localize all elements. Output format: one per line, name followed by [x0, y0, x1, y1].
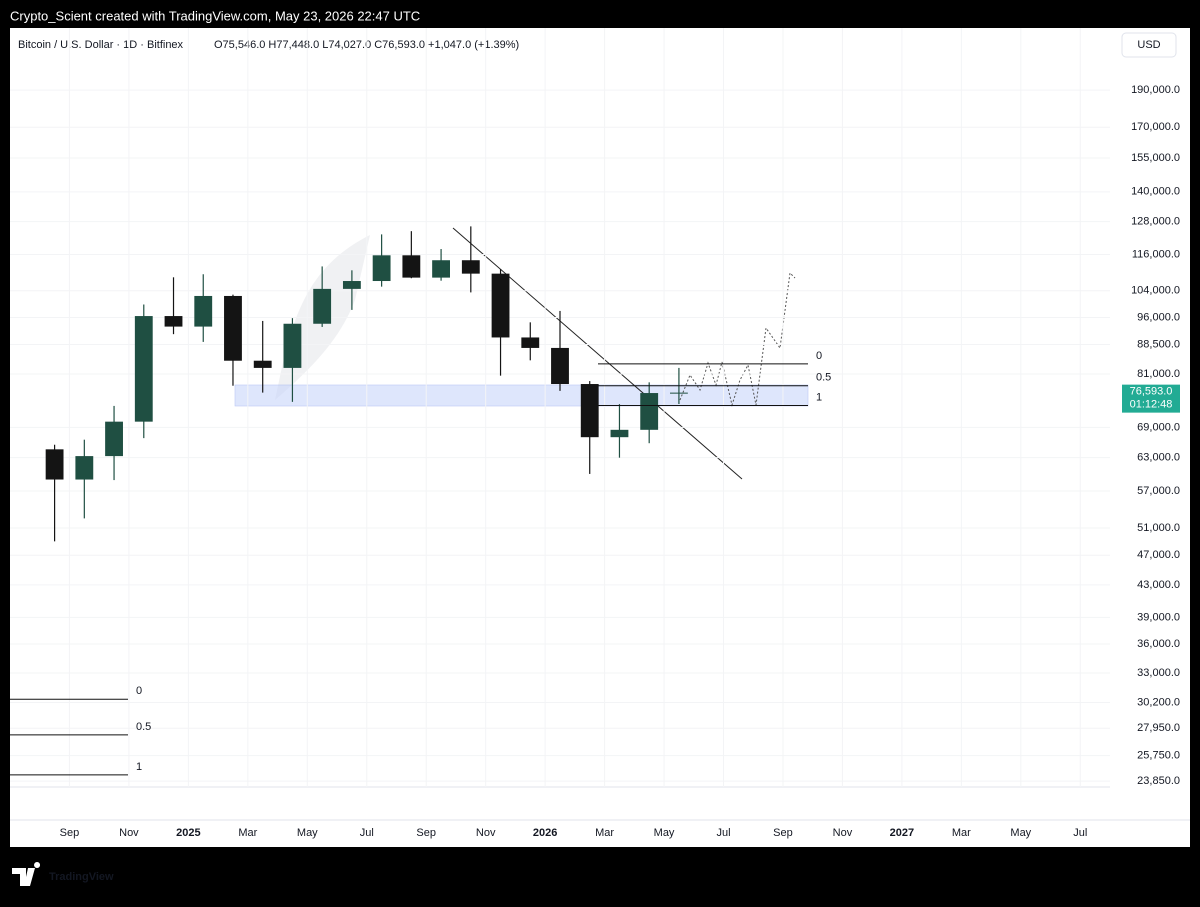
fib-label: 1 [816, 391, 822, 403]
x-tick-label: 2025 [176, 827, 200, 839]
candle-body [521, 337, 540, 348]
x-tick-label: Sep [60, 827, 80, 839]
candle-body [491, 273, 510, 338]
y-tick-label: 43,000.0 [1137, 579, 1180, 591]
last-price-box [1122, 384, 1180, 413]
candle-body [164, 316, 183, 327]
candle-body [313, 288, 332, 324]
x-tick-label: Jul [716, 827, 730, 839]
x-tick-label: Jul [360, 827, 374, 839]
countdown: 01:12:48 [1130, 399, 1173, 411]
y-tick-label: 81,000.0 [1137, 368, 1180, 380]
x-tick-label: Mar [952, 827, 971, 839]
y-tick-label: 27,950.0 [1137, 722, 1180, 734]
y-tick-label: 23,850.0 [1137, 775, 1180, 787]
y-tick-label: 36,000.0 [1137, 638, 1180, 650]
x-tick-label: Nov [476, 827, 496, 839]
last-price-label: 76,593.0 [1130, 386, 1173, 398]
y-tick-label: 104,000.0 [1131, 285, 1180, 297]
candle-body [461, 260, 480, 274]
credit: Crypto_Scient created with TradingView.c… [10, 8, 420, 23]
currency: USD [1137, 39, 1160, 51]
y-tick-label: 63,000.0 [1137, 452, 1180, 464]
candle-body [342, 281, 361, 289]
fib-label: 1 [136, 761, 142, 773]
x-tick-label: May [297, 827, 318, 839]
candle-body [372, 255, 391, 282]
symbol: Bitcoin / U.S. Dollar · 1D · Bitfinex [18, 39, 184, 51]
x-tick-label: 2026 [533, 827, 557, 839]
x-tick-label: Mar [238, 827, 257, 839]
y-tick-label: 96,000.0 [1137, 311, 1180, 323]
candle-body [194, 295, 213, 327]
candle-body [580, 384, 599, 438]
x-tick-label: Mar [595, 827, 614, 839]
support-zone [234, 384, 809, 407]
y-tick-label: 88,500.0 [1137, 338, 1180, 350]
candle-body [253, 360, 272, 368]
y-tick-label: 33,000.0 [1137, 667, 1180, 679]
y-tick-label: 30,200.0 [1137, 696, 1180, 708]
brand-logo [12, 862, 41, 886]
y-tick-label: 170,000.0 [1131, 121, 1180, 133]
chart-panel [10, 28, 1190, 847]
y-tick-label: 116,000.0 [1132, 248, 1180, 260]
candle-body [105, 421, 123, 457]
y-tick-label: 25,750.0 [1137, 749, 1180, 761]
fib-label: 0 [816, 350, 822, 362]
y-tick-label: 51,000.0 [1137, 522, 1180, 534]
y-tick-label: 190,000.0 [1131, 84, 1180, 96]
candle-body [283, 323, 302, 368]
fib-label: 0.5 [816, 372, 831, 384]
x-tick-label: Jul [1073, 827, 1087, 839]
x-tick-label: May [1010, 827, 1031, 839]
fib-label: 0 [136, 685, 142, 697]
x-tick-label: Nov [119, 827, 139, 839]
x-tick-label: May [654, 827, 675, 839]
candle-body [670, 392, 688, 394]
candle-body [551, 347, 569, 385]
y-tick-label: 57,000.0 [1137, 485, 1180, 497]
y-tick-label: 155,000.0 [1131, 152, 1180, 164]
candle-body [75, 456, 94, 480]
y-tick-label: 47,000.0 [1137, 549, 1180, 561]
candle-body [45, 449, 64, 480]
candle-body [432, 260, 450, 278]
fib-label: 0.5 [136, 721, 151, 733]
x-tick-label: Sep [416, 827, 436, 839]
y-tick-label: 140,000.0 [1131, 186, 1180, 198]
x-tick-label: Sep [773, 827, 793, 839]
candle-body [134, 316, 153, 422]
candle-body [224, 295, 242, 361]
candle-body [610, 429, 629, 438]
currency-button[interactable] [1121, 32, 1177, 58]
brand: TradingView [49, 871, 114, 883]
candle-body [402, 255, 421, 278]
x-tick-label: Nov [833, 827, 853, 839]
x-tick-label: 2027 [890, 827, 914, 839]
y-tick-label: 39,000.0 [1137, 611, 1180, 623]
candle-body [640, 393, 659, 430]
y-tick-label: 69,000.0 [1137, 421, 1180, 433]
trendline [452, 227, 743, 480]
y-tick-label: 128,000.0 [1131, 216, 1180, 228]
